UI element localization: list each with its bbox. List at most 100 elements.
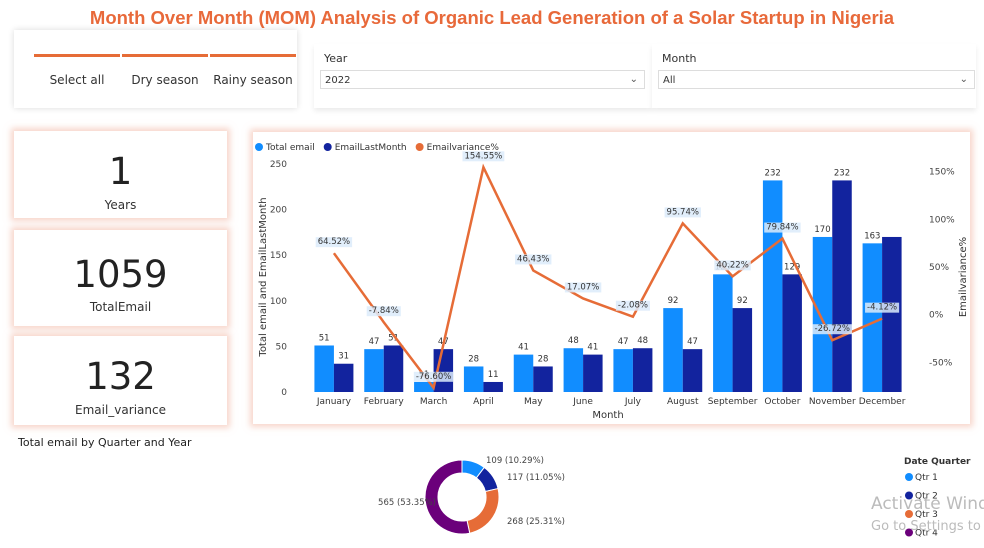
card-label: TotalEmail (89, 300, 152, 314)
x-tick-label: April (473, 397, 494, 407)
bar (882, 236, 902, 392)
x-tick-label: December (859, 397, 906, 407)
label-background (812, 324, 852, 335)
data-label: 117 (11.05%) (507, 473, 565, 483)
legend-marker (415, 143, 424, 151)
data-label: 232 (834, 168, 850, 178)
data-label: 79.84% (766, 223, 798, 233)
label-background (615, 300, 650, 311)
year-dropdown[interactable]: 2022 ⌄ (320, 70, 645, 89)
card (14, 131, 227, 218)
y-tick-label: 150 (270, 251, 287, 261)
data-label: 47 (618, 337, 629, 347)
label-background (764, 222, 801, 233)
bar (613, 349, 633, 392)
bar (583, 354, 603, 392)
label-background (714, 260, 751, 271)
data-label: 163 (864, 231, 880, 241)
y-tick-label: 250 (270, 160, 287, 170)
data-label: -76.60% (416, 372, 451, 382)
label-background (664, 207, 701, 218)
data-label: 48 (568, 336, 579, 346)
month-slicer (652, 44, 976, 108)
y2-tick-label: -50% (929, 358, 953, 368)
y-tick-label: 50 (276, 342, 288, 352)
data-label: 51 (319, 333, 330, 343)
bar (414, 381, 434, 392)
dropdown-value: 2022 (325, 75, 351, 86)
slicer-button[interactable]: Dry season (122, 54, 208, 109)
watermark: Go to Settings to activate Windows. (871, 519, 984, 534)
card-value: 132 (85, 355, 156, 398)
x-tick-label: May (524, 397, 543, 407)
data-label: 232 (765, 168, 781, 178)
chevron: ⌄ (629, 74, 638, 85)
data-label: 47 (687, 337, 698, 347)
watermark: Activate Windows (871, 494, 984, 514)
data-label: -7.84% (369, 306, 399, 316)
bar (713, 274, 733, 392)
data-label: 129 (784, 262, 800, 272)
x-tick-label: September (708, 397, 758, 407)
x-tick-label: March (420, 397, 447, 407)
card-value: 1059 (73, 253, 168, 296)
bar (782, 274, 802, 392)
label-background (865, 302, 900, 313)
y2-tick-label: 100% (929, 215, 955, 225)
x-tick-label: August (667, 397, 699, 407)
data-label: 92 (737, 296, 748, 306)
x-tick-label: October (764, 397, 800, 407)
bar (663, 308, 683, 392)
label-background (315, 237, 353, 248)
data-label: 92 (668, 296, 679, 306)
data-label: 109 (10.29%) (486, 456, 544, 466)
bar (563, 348, 584, 392)
data-label: 41 (518, 343, 529, 353)
slicer-button[interactable]: Rainy season (210, 54, 296, 109)
donut-slice (424, 459, 471, 535)
chart-title: Total email by Quarter and Year (17, 436, 192, 449)
y2-axis-title: Emailvariance% (958, 237, 969, 317)
data-label: 17.07% (567, 282, 599, 292)
data-label: 48 (637, 336, 648, 346)
data-label: 64.52% (318, 237, 350, 247)
x-tick-label: February (364, 397, 405, 407)
y-tick-label: 200 (270, 206, 287, 216)
y-axis-title: Total email and EmailLastMonth (258, 197, 269, 357)
data-label: 565 (53.35%) (378, 498, 436, 508)
label-background (564, 282, 602, 293)
y2-tick-label: 50% (929, 263, 949, 273)
x-tick-label: July (624, 397, 642, 407)
card-label: Email_variance (75, 403, 166, 417)
data-label: -4.12% (867, 303, 897, 313)
y-tick-label: 0 (281, 388, 287, 398)
legend-marker (323, 143, 332, 151)
dropdown-label: Month (662, 52, 697, 65)
bar (513, 354, 534, 392)
bar (632, 348, 653, 392)
bar (862, 243, 883, 392)
bar (333, 363, 354, 392)
slicer-button[interactable]: Select all (34, 54, 120, 109)
legend-marker (905, 491, 913, 500)
bar (383, 345, 404, 392)
bar (812, 236, 833, 392)
data-label: 28 (468, 354, 479, 364)
bar (314, 345, 334, 392)
data-label: 51 (388, 333, 399, 343)
data-label: 28 (538, 354, 549, 364)
x-tick-label: January (316, 397, 352, 407)
legend-label: Qtr 2 (915, 492, 938, 502)
bar (463, 366, 484, 392)
data-label: 47 (369, 337, 380, 347)
bar (762, 180, 783, 392)
legend-label: Emailvariance% (427, 143, 500, 153)
season-slicer (14, 30, 297, 108)
bar (682, 349, 703, 392)
card-label: Years (104, 198, 137, 212)
chevron: ⌄ (959, 74, 968, 85)
legend-label: Qtr 3 (915, 510, 938, 520)
data-label: -26.72% (815, 324, 850, 334)
month-dropdown[interactable]: All ⌄ (658, 70, 975, 89)
